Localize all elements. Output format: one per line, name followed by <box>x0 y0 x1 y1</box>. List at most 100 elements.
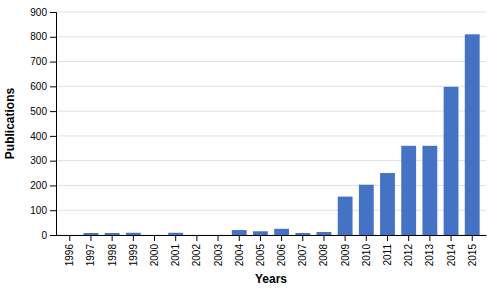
y-tick: 100 <box>30 205 56 216</box>
x-tick-label: 2007 <box>297 244 308 267</box>
x-tick: 2013 <box>424 235 435 266</box>
y-tick: 500 <box>30 106 56 117</box>
bar <box>359 185 374 235</box>
y-tick-label: 800 <box>30 31 47 42</box>
tick-mark <box>50 185 56 186</box>
chart-svg: 1996199719981999200020012002200320042005… <box>0 0 500 289</box>
x-tick-label: 2009 <box>340 244 351 267</box>
y-tick: 600 <box>30 81 56 92</box>
y-tick-label: 100 <box>30 205 47 216</box>
x-tick-label: 2010 <box>361 244 372 267</box>
tick-mark <box>50 210 56 211</box>
bar <box>253 231 268 235</box>
tick-mark <box>281 235 282 241</box>
tick-mark <box>196 235 197 241</box>
tick-mark <box>472 235 473 241</box>
x-axis: 1996 1997 1998 1999 2000 2001 2002 2003 2004 2005… <box>57 235 487 266</box>
x-tick-label: 1998 <box>107 244 118 267</box>
grid-line <box>56 160 486 161</box>
x-tick: 1998 <box>107 235 118 266</box>
y-tick: 700 <box>30 56 56 67</box>
x-tick: 2014 <box>446 235 457 266</box>
x-tick: 2009 <box>340 235 351 266</box>
x-tick-label: 2005 <box>255 244 266 267</box>
grid-line <box>56 86 486 87</box>
y-tick-label: 200 <box>30 180 47 191</box>
y-axis-title: Publications <box>3 88 17 160</box>
bar <box>274 229 289 235</box>
x-tick-label: 2014 <box>446 244 457 267</box>
axis-line <box>50 13 57 236</box>
x-tick: 2003 <box>213 235 224 266</box>
tick-mark <box>218 235 219 241</box>
tick-mark <box>133 235 134 241</box>
tick-mark <box>429 235 430 241</box>
x-tick-label: 1996 <box>64 244 75 267</box>
grid-line <box>56 61 486 62</box>
tick-mark <box>387 235 388 241</box>
y-tick: 400 <box>30 131 56 142</box>
tick-mark <box>260 235 261 241</box>
grid-line <box>56 210 486 211</box>
grid-line <box>56 135 486 136</box>
x-tick-label: 2001 <box>170 244 181 267</box>
y-tick: 200 <box>30 180 56 191</box>
x-tick: 2002 <box>191 235 202 266</box>
plot: 1996199719981999200020012002200320042005… <box>30 7 486 267</box>
x-tick: 2004 <box>234 235 245 266</box>
tick-mark <box>69 235 70 241</box>
x-tick: 1997 <box>85 235 96 266</box>
tick-mark <box>50 111 56 112</box>
x-tick-label: 1999 <box>128 244 139 267</box>
grid-line <box>56 111 486 112</box>
x-tick: 2000 <box>149 235 160 266</box>
bar <box>401 146 416 235</box>
bar <box>338 197 353 235</box>
y-tick-label: 400 <box>30 131 47 142</box>
axis-line <box>57 235 487 236</box>
bar <box>84 233 99 235</box>
bar <box>295 233 310 235</box>
tick-mark <box>366 235 367 241</box>
x-tick-label: 2003 <box>213 244 224 267</box>
y-tick-label: 900 <box>30 7 47 18</box>
y-tick: 800 <box>30 31 56 42</box>
x-tick-label: 2004 <box>234 244 245 267</box>
bar <box>380 173 395 235</box>
y-tick-label: 300 <box>30 155 47 166</box>
tick-mark <box>323 235 324 241</box>
tick-mark <box>408 235 409 241</box>
x-tick: 2012 <box>403 235 414 266</box>
x-tick: 1996 <box>64 235 75 266</box>
x-tick: 2007 <box>297 235 308 266</box>
grid-line <box>56 185 486 186</box>
x-tick: 2006 <box>276 235 287 266</box>
y-tick: 300 <box>30 155 56 166</box>
x-tick-label: 2013 <box>424 244 435 267</box>
bar <box>62 235 77 236</box>
x-tick: 2011 <box>382 235 393 266</box>
tick-mark <box>175 235 176 241</box>
y-tick: 0 <box>41 230 56 241</box>
tick-mark <box>112 235 113 241</box>
tick-mark <box>239 235 240 241</box>
y-tick-label: 700 <box>30 56 47 67</box>
bar <box>444 87 459 235</box>
tick-mark <box>90 235 91 241</box>
bar <box>232 230 247 235</box>
bar <box>168 233 183 235</box>
x-tick-label: 2002 <box>191 244 202 267</box>
y-tick-label: 600 <box>30 81 47 92</box>
x-tick-label: 2008 <box>318 244 329 267</box>
x-axis-title: Years <box>255 272 287 286</box>
bar <box>422 146 437 235</box>
x-tick-label: 2012 <box>403 244 414 267</box>
tick-mark <box>50 62 56 63</box>
tick-mark <box>50 12 56 13</box>
grid-line <box>56 235 486 236</box>
y-tick-label: 0 <box>41 230 47 241</box>
tick-mark <box>50 86 56 87</box>
bar <box>105 233 120 235</box>
x-tick: 1999 <box>128 235 139 266</box>
bar <box>126 233 141 235</box>
